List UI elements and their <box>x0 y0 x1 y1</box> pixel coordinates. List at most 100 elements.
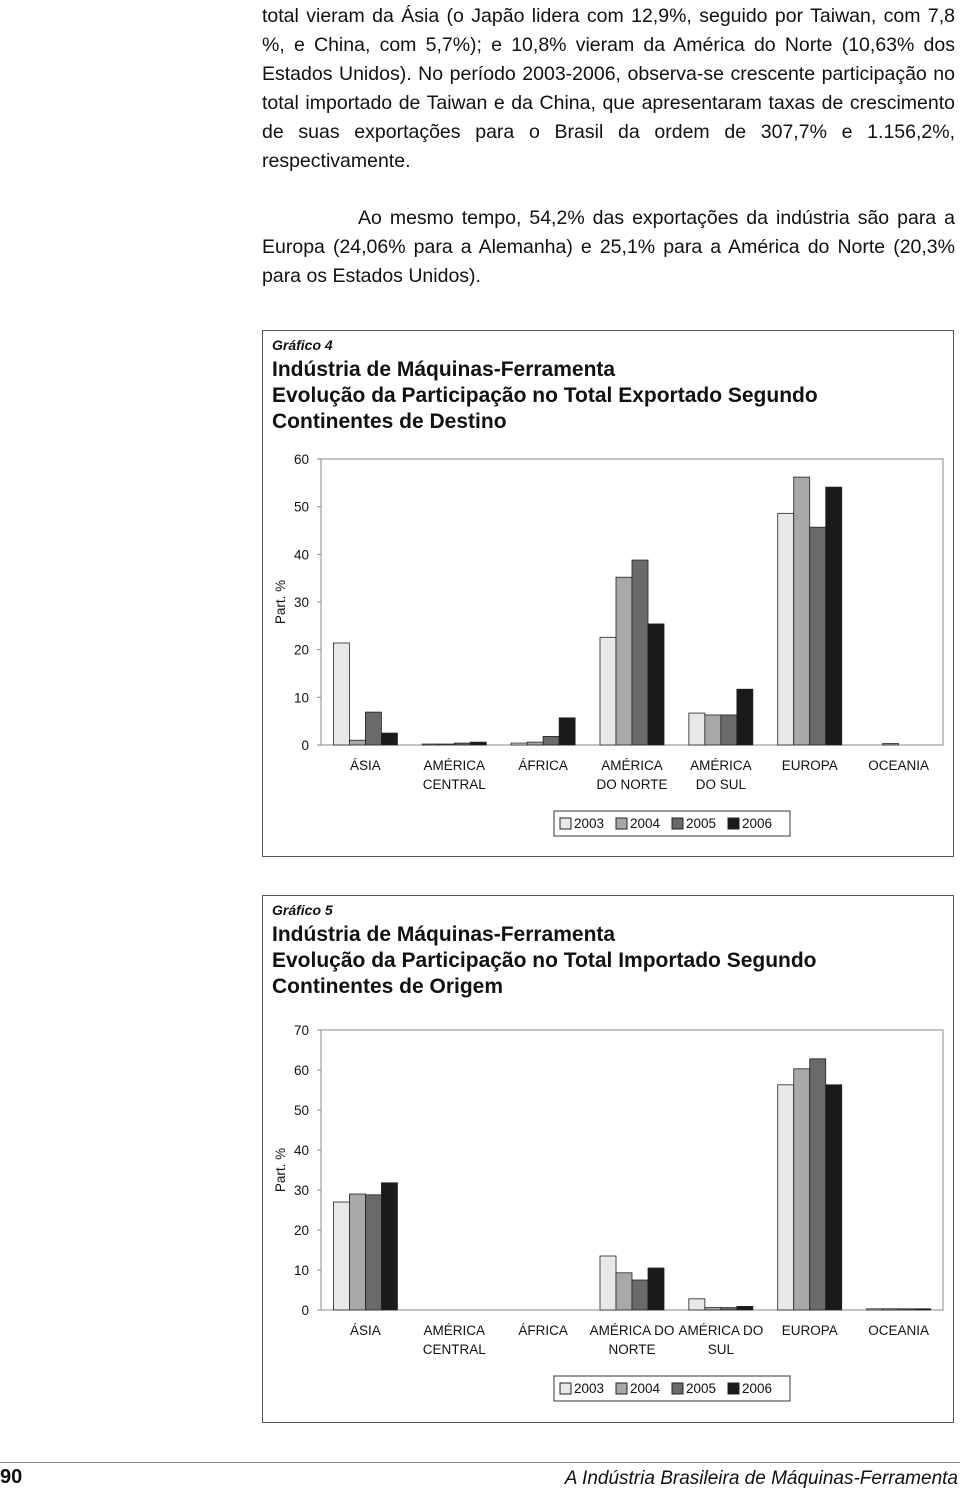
legend-label: 2005 <box>686 1381 716 1396</box>
legend-swatch <box>559 817 572 830</box>
chart-title: Indústria de Máquinas-Ferramenta <box>272 358 616 381</box>
bar <box>882 1308 899 1311</box>
bar <box>599 1255 617 1311</box>
y-tick-label: 30 <box>294 595 309 610</box>
legend-label: 2003 <box>574 816 604 831</box>
bar <box>720 1307 738 1311</box>
bar <box>510 742 528 746</box>
y-tick-label: 10 <box>294 1263 309 1278</box>
y-tick-label: 10 <box>294 690 309 705</box>
bar <box>349 1193 366 1311</box>
bar <box>825 486 843 746</box>
y-tick-label: 70 <box>294 1023 309 1038</box>
y-tick-label: 20 <box>294 1223 309 1238</box>
legend-swatch <box>671 817 684 830</box>
legend-box <box>553 1375 791 1402</box>
bar <box>809 1058 827 1311</box>
bar <box>809 526 827 746</box>
y-tick-label: 60 <box>294 452 309 467</box>
bar <box>365 1194 382 1311</box>
bar <box>421 743 439 746</box>
bar <box>777 1084 795 1311</box>
x-tick-label: DO NORTE <box>596 777 667 792</box>
y-tick-label: 30 <box>294 1183 309 1198</box>
bar <box>631 1279 649 1311</box>
chart-subtitle: Evolução da Participação no Total Import… <box>272 949 817 998</box>
legend-swatch <box>671 1382 684 1395</box>
legend-swatch <box>615 1382 628 1395</box>
chart: 0 10 20 30 40 50 60 Part. % ÁSIA AMÉRICA CENTRAL ÁF… <box>273 452 944 837</box>
x-tick-label: CENTRAL <box>423 1342 487 1357</box>
x-tick-label: AMÉRICA <box>690 758 752 773</box>
footer-rule <box>0 1462 960 1463</box>
bar <box>469 741 487 746</box>
bar <box>793 476 811 746</box>
legend-label: 2003 <box>574 1381 604 1396</box>
x-tick-label: OCEANIA <box>868 758 929 773</box>
chart-header: Gráfico 5 Indústria de Máquinas-Ferramen… <box>272 902 912 1000</box>
legend-label: 2006 <box>742 816 772 831</box>
bar <box>381 732 398 746</box>
x-tick-label: DO SUL <box>696 777 747 792</box>
bar <box>882 743 899 746</box>
bar <box>453 742 471 746</box>
x-tick-label: AMÉRICA DO <box>590 1323 675 1338</box>
bar <box>688 1298 706 1311</box>
chart: 0 10 20 30 40 50 60 70 Part. % ÁSIA AMÉRICA CENTRAL… <box>273 1023 944 1402</box>
bar <box>647 623 665 746</box>
bar <box>558 717 576 746</box>
legend-swatch <box>727 817 740 830</box>
y-tick-label: 40 <box>294 547 309 562</box>
plot-area <box>320 1029 944 1311</box>
bar <box>333 1201 350 1311</box>
page-number: 90 <box>0 1466 23 1488</box>
x-tick-label: EUROPA <box>782 1323 838 1338</box>
y-tick-label: 50 <box>294 1103 309 1118</box>
y-tick-label: 0 <box>301 1303 309 1318</box>
x-tick-label: SUL <box>708 1342 735 1357</box>
y-tick-label: 40 <box>294 1143 309 1158</box>
legend-label: 2006 <box>742 1381 772 1396</box>
chart-box: Gráfico 4 Indústria de Máquinas-Ferramen… <box>262 330 954 857</box>
chart-title: Indústria de Máquinas-Ferramenta <box>272 923 616 946</box>
bar <box>349 739 366 746</box>
x-tick-label: ÁSIA <box>350 758 381 773</box>
bar <box>542 736 560 746</box>
bar <box>704 1307 722 1311</box>
bar <box>647 1267 665 1311</box>
y-tick-label: 20 <box>294 643 309 658</box>
bar <box>365 711 382 746</box>
x-tick-label: NORTE <box>608 1342 655 1357</box>
x-tick-label: CENTRAL <box>423 777 487 792</box>
bar <box>777 512 795 746</box>
y-tick-label: 60 <box>294 1063 309 1078</box>
legend-swatch <box>615 817 628 830</box>
x-tick-label: EUROPA <box>782 758 838 773</box>
y-axis-label: Part. % <box>273 580 288 624</box>
bar <box>720 714 738 746</box>
legend-label: 2005 <box>686 816 716 831</box>
chart-box: Gráfico 5 Indústria de Máquinas-Ferramen… <box>262 895 954 1423</box>
bar <box>599 636 617 746</box>
bar <box>615 576 633 746</box>
chart-header: Gráfico 4 Indústria de Máquinas-Ferramen… <box>272 337 912 435</box>
y-tick-label: 0 <box>301 738 309 753</box>
y-axis-label: Part. % <box>273 1148 288 1192</box>
paragraph: Ao mesmo tempo, 54,2% das exportações da… <box>262 207 955 287</box>
bar <box>526 741 544 746</box>
bar <box>736 688 754 746</box>
footer-text: A Indústria Brasileira de Máquinas-Ferra… <box>564 1468 958 1489</box>
y-tick-label: 50 <box>294 500 309 515</box>
chart-label: Gráfico 4 <box>272 337 333 353</box>
bar <box>866 1308 883 1311</box>
bar <box>825 1084 843 1311</box>
x-tick-label: AMÉRICA <box>424 758 486 773</box>
bar <box>437 743 455 746</box>
bar <box>914 1308 931 1311</box>
x-tick-label: AMÉRICA DO <box>678 1323 763 1338</box>
chart-subtitle: Evolução da Participação no Total Export… <box>272 384 818 433</box>
legend-label: 2004 <box>630 1381 661 1396</box>
paragraph: total vieram da Ásia (o Japão lidera com… <box>262 5 955 172</box>
legend-swatch <box>727 1382 740 1395</box>
